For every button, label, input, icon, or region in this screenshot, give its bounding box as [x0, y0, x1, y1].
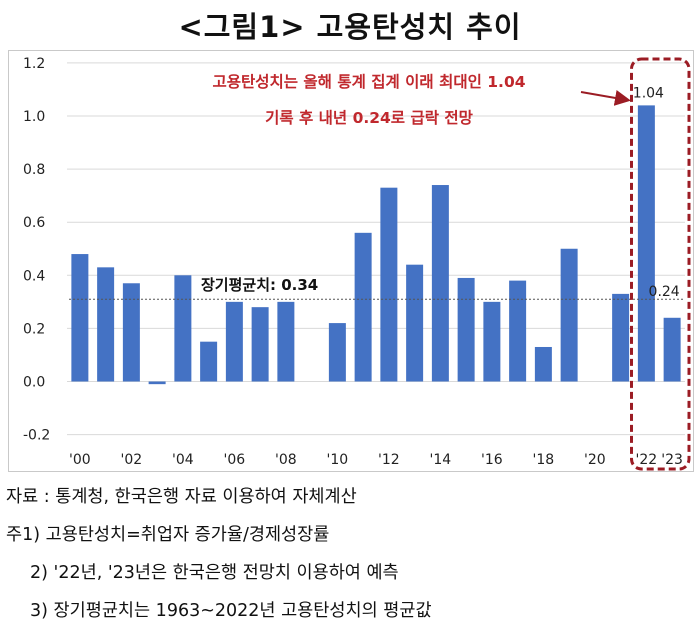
note-2: 2) '22년, '23년은 한국은행 전망치 이용하여 예측: [30, 563, 399, 583]
bar-21: [612, 293, 630, 382]
x-tick-label: '04: [172, 452, 194, 468]
bar-chart: -0.2 0.0 0.2 0.4 0.6 0.8 1.0 1.2 '00 '02 '04 '06 '0…: [23, 56, 691, 471]
bar-15: [457, 277, 475, 382]
y-tick-label: 0.2: [23, 321, 45, 337]
y-tick-label: 0.8: [23, 162, 45, 178]
bar-22: [637, 105, 655, 382]
x-tick-label: '08: [275, 452, 297, 468]
y-tick-label: 1.2: [23, 56, 45, 72]
y-tick-label: 0.6: [23, 215, 45, 231]
bar-16: [483, 301, 501, 382]
bar-17: [509, 280, 527, 382]
note-3: 3) 장기평균치는 1963~2022년 고용탄성치의 평균값: [30, 601, 432, 621]
x-tick-label: '12: [378, 452, 400, 468]
annotation-line-1: 고용탄성치는 올해 통계 집계 이래 최대인 1.04: [212, 72, 525, 91]
footnotes: 자료 : 통계청, 한국은행 자료 이용하여 자체계산 주1) 고용탄성치=취업…: [6, 478, 696, 630]
bar-02: [122, 283, 140, 382]
bar-19: [560, 248, 578, 382]
x-tick-label: '23: [661, 452, 683, 468]
bar-00: [71, 254, 89, 382]
bar-14: [431, 185, 449, 382]
bar-18: [534, 346, 552, 382]
data-label: 0.24: [649, 284, 680, 300]
bar-06: [225, 301, 243, 382]
bar-12: [380, 187, 398, 382]
bar-08: [277, 301, 295, 382]
y-tick-label: -0.2: [23, 428, 50, 444]
figure-title: <그림1> 고용탄성치 추이: [178, 10, 522, 44]
x-tick-label: '14: [430, 452, 452, 468]
bar-13: [406, 264, 424, 382]
source-note: 자료 : 통계청, 한국은행 자료 이용하여 자체계산: [6, 487, 357, 507]
x-tick-label: '02: [121, 452, 143, 468]
x-tick-label: '10: [327, 452, 349, 468]
bar-23: [663, 317, 681, 382]
x-tick-label: '18: [533, 452, 555, 468]
y-tick-label: 0.4: [23, 268, 45, 284]
bar-10: [328, 323, 346, 382]
bar-11: [354, 232, 372, 382]
data-label: 1.04: [633, 85, 664, 101]
reference-line-label: 장기평균치: 0.34: [201, 276, 318, 294]
x-tick-label: '16: [481, 452, 503, 468]
annotation-line-2: 기록 후 내년 0.24로 급락 전망: [265, 108, 474, 127]
bar-05: [200, 341, 218, 382]
x-tick-label: '20: [584, 452, 606, 468]
chart-frame: -0.2 0.0 0.2 0.4 0.6 0.8 1.0 1.2 '00 '02 '04 '06 '0…: [8, 50, 694, 472]
x-tick-label: '22: [636, 452, 658, 468]
note-1: 주1) 고용탄성치=취업자 증가율/경제성장률: [6, 525, 330, 545]
x-tick-label: '00: [69, 452, 91, 468]
highlight-box: [630, 57, 691, 471]
bar-07: [251, 307, 269, 382]
bar-01: [97, 267, 115, 382]
y-tick-label: 0.0: [23, 375, 45, 391]
annotation-arrow: [580, 90, 631, 106]
y-tick-label: 1.0: [23, 109, 45, 125]
bar-04: [174, 275, 192, 382]
bar-03: [148, 381, 166, 385]
x-tick-label: '06: [224, 452, 246, 468]
